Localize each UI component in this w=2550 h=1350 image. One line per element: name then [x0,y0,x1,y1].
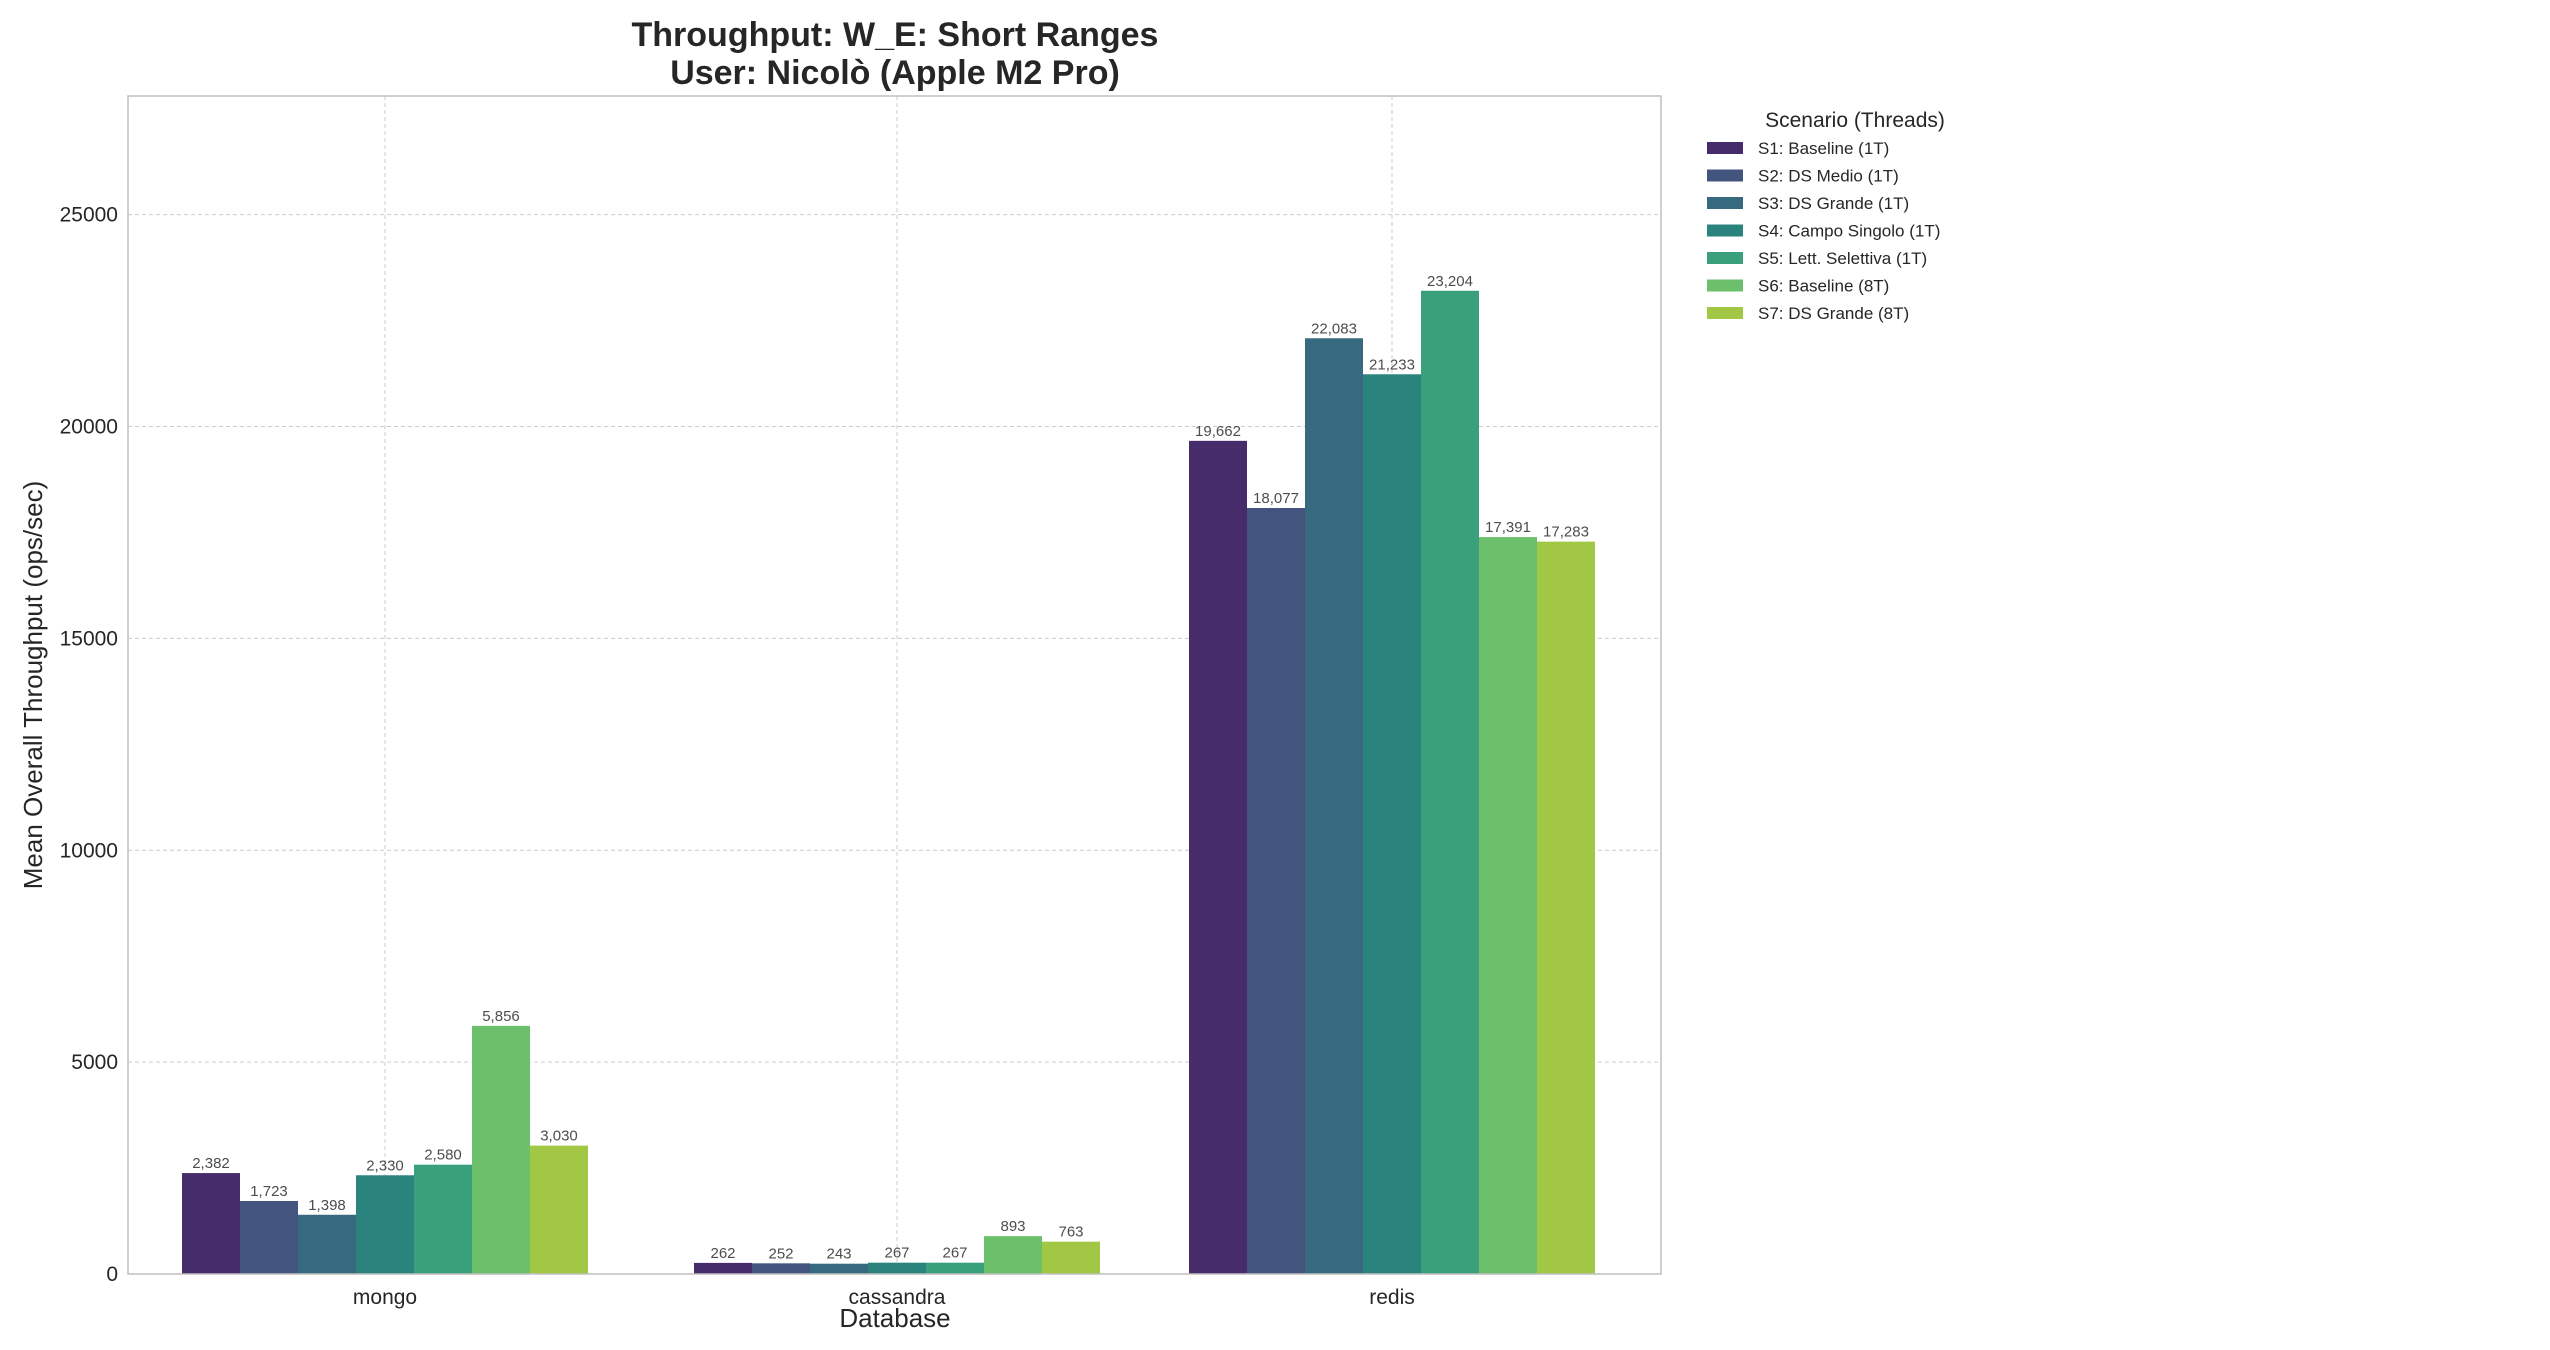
bar-mongo-s4 [356,1175,414,1274]
bar-value-label: 243 [826,1246,851,1263]
x-axis-label: Database [839,1303,950,1333]
y-axis-ticks: 0 5000 10000 15000 20000 25000 [60,204,118,1286]
data-labels: 2,382 262 19,662 1,723 252 18,077 1,398 243 22,0… [192,273,1589,1263]
legend-item-s1: S1: Baseline (1T) [1758,139,1889,158]
bar-value-label: 1,723 [250,1183,288,1200]
bar-value-label: 2,382 [192,1155,230,1172]
legend-item-s2: S2: DS Medio (1T) [1758,167,1899,186]
bar-cassandra-s7 [1042,1241,1100,1274]
bar-mongo-s6 [472,1025,530,1274]
legend: Scenario (Threads) S1: Baseline (1T) S2: … [1707,109,1945,323]
bar-mongo-s3 [298,1214,356,1274]
chart-subtitle: User: Nicolò (Apple M2 Pro) [670,54,1120,92]
bar-value-label: 267 [884,1245,909,1262]
bar-value-label: 21,233 [1369,356,1415,373]
x-tick-label-mongo: mongo [353,1286,417,1309]
bar-mongo-s1 [182,1173,240,1274]
legend-item-s6: S6: Baseline (8T) [1758,277,1889,296]
legend-item-s5: S5: Lett. Selettiva (1T) [1758,249,1927,268]
bar-value-label: 18,077 [1253,490,1299,507]
bar-value-label: 1,398 [308,1197,346,1214]
bar-value-label: 2,580 [424,1147,462,1164]
bar-cassandra-s3 [810,1263,868,1274]
y-tick-label: 15000 [60,627,118,650]
legend-item-s4: S4: Campo Singolo (1T) [1758,222,1940,241]
bar-value-label: 17,391 [1485,519,1531,536]
bar-value-label: 262 [710,1245,735,1262]
bar-value-label: 763 [1058,1224,1083,1241]
bar-cassandra-s4 [868,1262,926,1274]
bar-value-label: 17,283 [1543,524,1589,541]
bar-value-label: 2,330 [366,1157,404,1174]
chart-title: Throughput: W_E: Short Ranges [632,16,1159,54]
y-tick-label: 20000 [60,416,118,439]
bar-redis-s6 [1479,537,1537,1274]
y-tick-label: 25000 [60,204,118,227]
bar-mongo-s2 [240,1200,298,1274]
bar-redis-s1 [1189,440,1247,1274]
legend-swatch-s2 [1707,169,1743,182]
bar-mongo-s5 [414,1164,472,1274]
y-axis-label: Mean Overall Throughput (ops/sec) [18,481,48,890]
bar-redis-s4 [1363,374,1421,1274]
x-tick-label-cassandra: cassandra [849,1286,946,1309]
bar-redis-s2 [1247,508,1305,1274]
legend-swatch-s5 [1707,252,1743,264]
bar-cassandra-s5 [926,1262,984,1274]
legend-item-s7: S7: DS Grande (8T) [1758,304,1909,323]
legend-item-s3: S3: DS Grande (1T) [1758,194,1909,213]
bar-value-label: 5,856 [482,1008,520,1025]
bar-mongo-s7 [530,1145,588,1274]
bar-value-label: 267 [942,1245,967,1262]
legend-swatch-s7 [1707,307,1743,319]
bar-value-label: 19,662 [1195,423,1241,440]
y-tick-label: 5000 [71,1051,118,1074]
bar-value-label: 3,030 [540,1128,578,1145]
bar-cassandra-s6 [984,1236,1042,1274]
bar-value-label: 252 [768,1245,793,1262]
legend-title: Scenario (Threads) [1765,109,1945,132]
bar-redis-s7 [1537,541,1595,1274]
plot-frame [127,95,1662,1275]
bar-redis-s3 [1305,338,1363,1274]
bar-value-label: 22,083 [1311,320,1357,337]
y-tick-label: 0 [106,1263,118,1286]
legend-swatch-s4 [1707,224,1743,237]
legend-swatch-s1 [1707,142,1743,154]
x-tick-label-redis: redis [1369,1286,1415,1309]
bar-cassandra-s1 [694,1262,752,1274]
bar-redis-s5 [1421,290,1479,1275]
legend-swatch-s3 [1707,197,1743,209]
bar-value-label: 23,204 [1427,273,1473,290]
x-axis-ticks: mongo cassandra redis [353,1286,1415,1309]
legend-swatch-s6 [1707,279,1743,292]
bar-value-label: 893 [1000,1218,1025,1235]
y-tick-label: 10000 [60,839,118,862]
bar-cassandra-s2 [752,1263,810,1274]
bars [182,290,1595,1275]
